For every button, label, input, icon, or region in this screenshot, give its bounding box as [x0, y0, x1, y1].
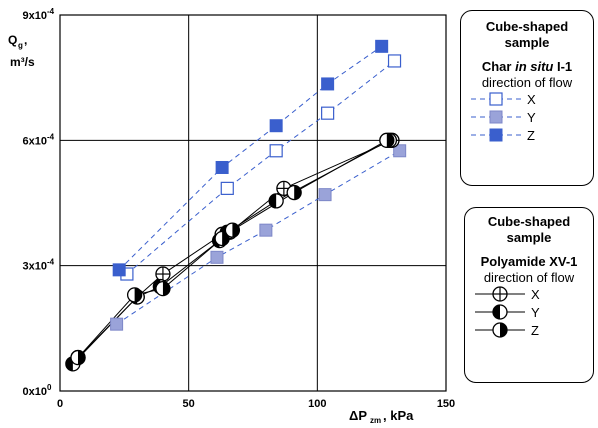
legend-marker: [489, 92, 503, 106]
series-layer: [65, 39, 407, 372]
legend-char-material: Char in situ I-1: [461, 59, 593, 75]
data-point-g0-Y: [259, 223, 273, 237]
legend-polyamide: Cube-shaped sample Polyamide XV-1 direct…: [464, 207, 594, 383]
legend-polyamide-material: Polyamide XV-1: [480, 254, 578, 269]
data-point-g0-Y: [318, 188, 332, 202]
y-axis-label-sub: g: [18, 41, 23, 50]
legend-entry-x: X: [473, 285, 593, 303]
legend-entry-x: X: [469, 90, 593, 108]
legend-marker: [492, 286, 508, 302]
x-tick-label: 50: [183, 398, 195, 410]
data-point-g0-X: [387, 54, 402, 68]
legend-swatch: [471, 110, 521, 124]
legend-swatch: [475, 322, 525, 338]
legend-entry-z: Z: [473, 321, 593, 339]
legend-char: Cube-shaped sample Char in situ I-1 dire…: [460, 10, 594, 186]
data-point-g0-Y: [210, 250, 224, 264]
data-point-g0-Z: [215, 160, 229, 174]
y-tick-exponent: 0: [47, 383, 52, 392]
plot-frame: [59, 14, 447, 392]
grid: [60, 15, 446, 391]
x-axis-label-main: ΔP: [349, 408, 367, 423]
legend-polyamide-heading-1: Cube-shaped: [487, 214, 571, 229]
legend-char-material-c: I-1: [553, 59, 573, 74]
y-axis-label-sep: ,: [24, 33, 27, 47]
data-point-g1-Z: [155, 280, 171, 297]
legend-marker: [492, 304, 508, 320]
data-point-g0-Z: [269, 119, 283, 133]
legend-char-subheading: direction of flow: [481, 75, 573, 90]
legend-marker: [489, 128, 503, 142]
y-tick-label: 0x10: [23, 386, 47, 398]
axes: [59, 14, 447, 392]
data-point-g0-Z: [321, 77, 335, 91]
series-line-g0-Y: [116, 150, 400, 325]
series-line-g0-X: [126, 60, 395, 275]
legend-char-heading-1: Cube-shaped: [485, 19, 569, 34]
legend-entry-z: Z: [469, 126, 593, 144]
data-point-g0-X: [220, 181, 234, 195]
y-tick-label: 6x10: [23, 135, 47, 147]
data-point-g0-X: [269, 144, 283, 158]
legend-polyamide-heading-2: sample: [506, 230, 552, 245]
legend-char-material-a: Char: [481, 59, 512, 74]
legend-label: Y: [531, 304, 540, 320]
x-tick-label: 150: [437, 398, 455, 410]
legend-label: Z: [531, 322, 539, 338]
data-point-g0-Z: [112, 263, 126, 277]
legend-swatch: [475, 304, 525, 320]
legend-polyamide-subheading: direction of flow: [483, 270, 575, 285]
data-point-g1-Z: [70, 349, 86, 366]
legend-label: Y: [527, 109, 536, 125]
data-point-g0-Y: [393, 144, 407, 158]
data-point-g1-Y: [268, 193, 284, 209]
y-axis-label-main: Q: [8, 33, 17, 47]
legend-label: Z: [527, 127, 535, 143]
series-line-g0-Z: [118, 45, 382, 271]
legend-swatch: [471, 128, 521, 142]
y-axis-label-unit: m³/s: [10, 55, 35, 69]
legend-label: X: [531, 286, 540, 302]
legend-entry-y: Y: [469, 108, 593, 126]
data-point-g1-Z: [126, 287, 143, 303]
legend-marker: [492, 322, 508, 338]
legend-swatch: [471, 92, 521, 106]
x-tick-label: 100: [308, 398, 326, 410]
series-line-g1-X: [77, 139, 393, 358]
data-point-g0-X: [321, 106, 335, 120]
x-tick-label: 0: [57, 398, 63, 410]
x-axis-label-sub: zm: [370, 416, 381, 425]
data-point-g0-Z: [375, 39, 389, 53]
data-point-g1-Z: [286, 184, 302, 201]
y-tick-exponent: -4: [47, 7, 55, 16]
y-tick-exponent: -4: [47, 132, 55, 141]
legend-char-heading-2: sample: [504, 35, 550, 50]
x-axis-label-unit: , kPa: [383, 408, 414, 423]
data-point-g1-Z: [224, 222, 241, 238]
y-tick-exponent: -4: [47, 258, 55, 267]
legend-marker: [489, 110, 503, 124]
legend-swatch: [475, 286, 525, 302]
data-point-g0-Y: [110, 317, 124, 331]
y-tick-label: 3x10: [23, 261, 47, 273]
data-point-g1-X: [155, 266, 171, 282]
y-tick-label: 9x10: [23, 10, 47, 22]
legend-entry-y: Y: [473, 303, 593, 321]
legend-label: X: [527, 91, 536, 107]
data-point-g1-Z: [379, 132, 395, 148]
legend-char-material-b: in situ: [515, 59, 554, 74]
